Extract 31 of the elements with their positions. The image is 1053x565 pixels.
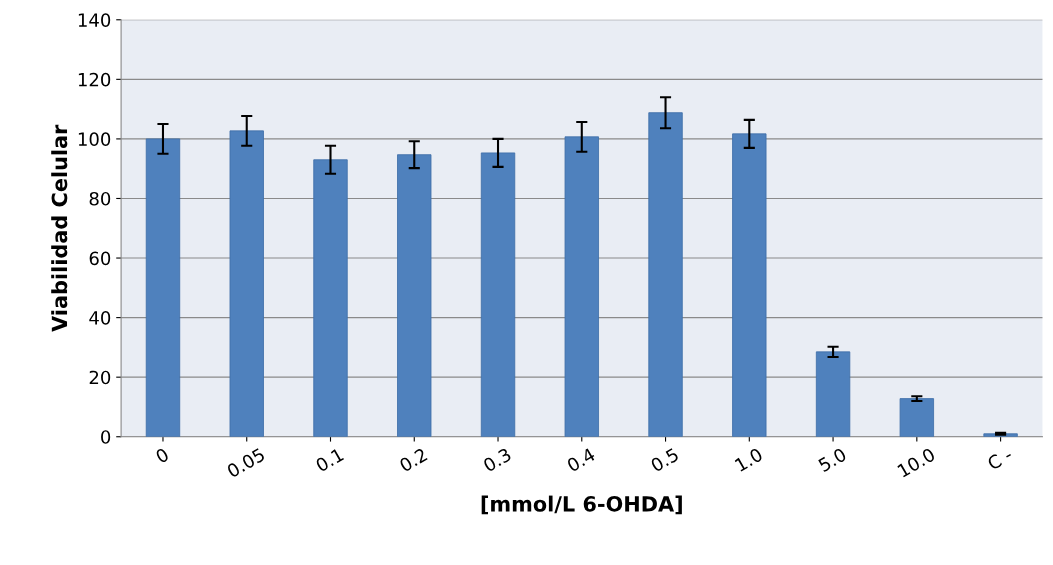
x-tick-label: 0.2 [398, 447, 428, 473]
y-tick-label: 100 [78, 132, 111, 147]
bar [899, 398, 934, 437]
x-tick-label: 0.1 [314, 447, 345, 473]
x-tick-label: 0 [154, 447, 170, 464]
bar [397, 154, 432, 437]
y-tick-label: 140 [78, 13, 111, 27]
bar [564, 136, 599, 437]
y-tick-label: 0 [101, 430, 111, 444]
y-tick-label: 40 [89, 311, 111, 325]
y-tick-label: 20 [89, 370, 111, 385]
y-tick-label: 80 [89, 191, 111, 206]
bar [648, 112, 683, 437]
bar [313, 159, 348, 437]
bar [480, 152, 516, 437]
x-tick-label: 0.4 [566, 447, 596, 473]
x-tick-label: 0.5 [649, 447, 680, 473]
x-tick-label: 1.0 [734, 447, 764, 472]
x-tick-label: 10.0 [896, 447, 936, 478]
y-axis-title: Viabilidad Celular [51, 124, 68, 332]
bar [815, 351, 851, 437]
y-tick-label: 120 [78, 72, 111, 87]
bar [732, 133, 767, 437]
x-axis-title: [mmol/L 6-OHDA] [481, 495, 682, 515]
bar [145, 138, 181, 437]
x-tick-label: C - [986, 447, 1014, 471]
y-tick-label: 60 [89, 251, 111, 266]
x-tick-label: 5.0 [817, 447, 848, 473]
x-tick-label: 0.3 [482, 447, 512, 473]
bar [229, 130, 264, 437]
x-tick-label: 0.05 [226, 447, 266, 479]
